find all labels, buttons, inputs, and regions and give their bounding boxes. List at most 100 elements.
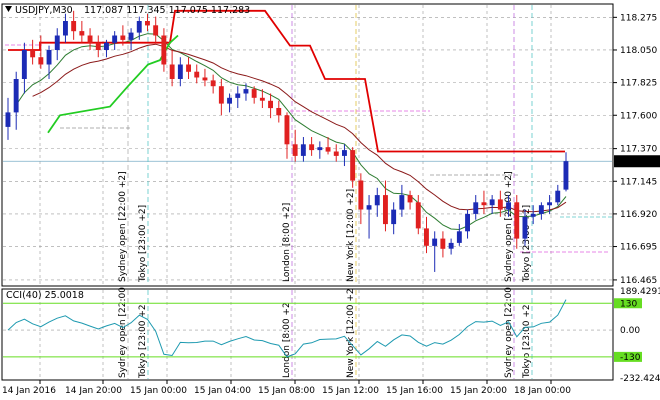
candles <box>5 10 569 272</box>
candle-body <box>227 97 232 104</box>
candle-body <box>448 242 454 249</box>
time-tick-label: 18 Jan 00:00 <box>514 386 571 396</box>
candle-body <box>407 195 413 203</box>
candle-body <box>112 35 118 43</box>
candle-body <box>424 228 429 246</box>
price-tick-label: 117.370 <box>620 145 657 155</box>
candle-body <box>161 35 167 65</box>
cci-tick-label: 130 <box>620 299 637 309</box>
time-tick-label: 15 Jan 12:00 <box>322 386 379 396</box>
candle-body <box>46 50 52 65</box>
cci-tick-label: 189.4291 <box>620 287 660 297</box>
candle-body <box>547 202 552 206</box>
time-tick-label: 15 Jan 04:00 <box>194 386 251 396</box>
axes: 118.275 118.050 117.825 117.600 117.370 117.1… <box>2 13 660 396</box>
price-tick-label: 117.145 <box>620 177 657 187</box>
candle-body <box>325 147 331 152</box>
candle-body <box>13 79 19 113</box>
candle-body <box>538 205 544 214</box>
candle-body <box>235 93 241 98</box>
candle-body <box>342 150 347 156</box>
candle-body <box>399 195 405 210</box>
session-label: New York [12:00 +2] <box>346 189 356 282</box>
session-label-cci: Tokyo [23:00 +2 <box>138 304 148 379</box>
candle-body <box>79 31 85 36</box>
candle-body <box>284 115 290 145</box>
cci-line <box>7 299 567 358</box>
candle-body <box>497 199 503 210</box>
candle-body <box>514 202 520 239</box>
candle-body <box>473 202 479 214</box>
candle-body <box>153 25 159 36</box>
price-tick-label: 116.695 <box>620 243 657 253</box>
candle-body <box>383 195 388 225</box>
candle-body <box>120 35 126 40</box>
candle-body <box>202 77 208 81</box>
dropdown-triangle-icon[interactable] <box>5 6 12 12</box>
candle-body <box>391 209 397 225</box>
candle-body <box>95 42 101 50</box>
candle-body <box>350 150 356 181</box>
candle-body <box>300 144 306 156</box>
cci-tick-label: -232.4243 <box>620 374 660 384</box>
candle-body <box>71 21 77 32</box>
candle-body <box>317 147 323 151</box>
cci-label: CCI(40) 25.0018 <box>6 290 84 301</box>
session-label: Sydney open [22:00 +2] <box>504 171 514 282</box>
trailing-stop-red <box>8 9 565 153</box>
session-lines: Sydney open [22:00 +2] Sydney open [22:00… <box>5 5 612 379</box>
cci-level-box <box>614 298 642 309</box>
cci-level-box <box>614 351 642 362</box>
candle-body <box>30 50 36 58</box>
time-tick-label: 15 Jan 20:00 <box>450 386 507 396</box>
candle-body <box>54 35 60 50</box>
cci-tick-label: -130 <box>620 353 641 363</box>
candle-body <box>104 42 109 50</box>
candle-body <box>522 216 528 239</box>
candle-body <box>276 108 282 116</box>
candle-body <box>333 151 339 156</box>
candle-body <box>374 195 380 206</box>
candle-body <box>489 199 495 206</box>
candle-body <box>555 190 561 203</box>
candle-body <box>415 202 421 229</box>
candle-body <box>128 32 134 40</box>
chart-header: USDJPY,M30 117.087 117.345 117.075 117.2… <box>5 5 250 16</box>
candle-body <box>194 71 200 78</box>
main-pane-border <box>1 3 614 287</box>
price-tick-label: 118.050 <box>620 46 657 56</box>
ohlc-label: 117.087 117.345 117.075 117.283 <box>84 5 250 16</box>
time-tick-label: 15 Jan 08:00 <box>258 386 315 396</box>
candle-body <box>87 35 93 43</box>
price-tick-label: 117.600 <box>620 111 657 121</box>
candle-body <box>218 86 224 104</box>
price-tick-label: 116.920 <box>620 210 657 220</box>
candle-body <box>506 202 511 210</box>
candle-body <box>63 21 68 36</box>
candle-body <box>530 213 536 217</box>
cci-pane-border <box>1 288 614 381</box>
current-price-box <box>614 155 660 168</box>
time-tick-label: 15 Jan 00:00 <box>130 386 187 396</box>
time-tick-label: 14 Jan 2016 <box>2 386 56 396</box>
candle-body <box>292 144 298 156</box>
candle-body <box>432 238 438 246</box>
candle-body <box>136 21 142 33</box>
candle-body <box>5 112 11 127</box>
cci-indicator <box>3 299 612 358</box>
candle-body <box>366 205 372 210</box>
candle-body <box>243 89 249 94</box>
candle-body <box>358 180 364 210</box>
session-label: Tokyo [23:00 +2] <box>138 205 148 283</box>
price-tick-label: 117.825 <box>620 79 657 89</box>
time-tick-label: 14 Jan 20:00 <box>65 386 122 396</box>
session-label-cci: Sydney open [22:00 <box>118 287 128 378</box>
candle-body <box>186 64 191 72</box>
cci-tick-label: 0.00 <box>620 326 640 336</box>
candle-body <box>251 89 257 98</box>
session-label: London [8:00 +2] <box>282 203 292 282</box>
candle-body <box>21 50 27 79</box>
grid <box>3 5 612 379</box>
session-label: Sydney open [22:00 +2] <box>118 171 128 282</box>
